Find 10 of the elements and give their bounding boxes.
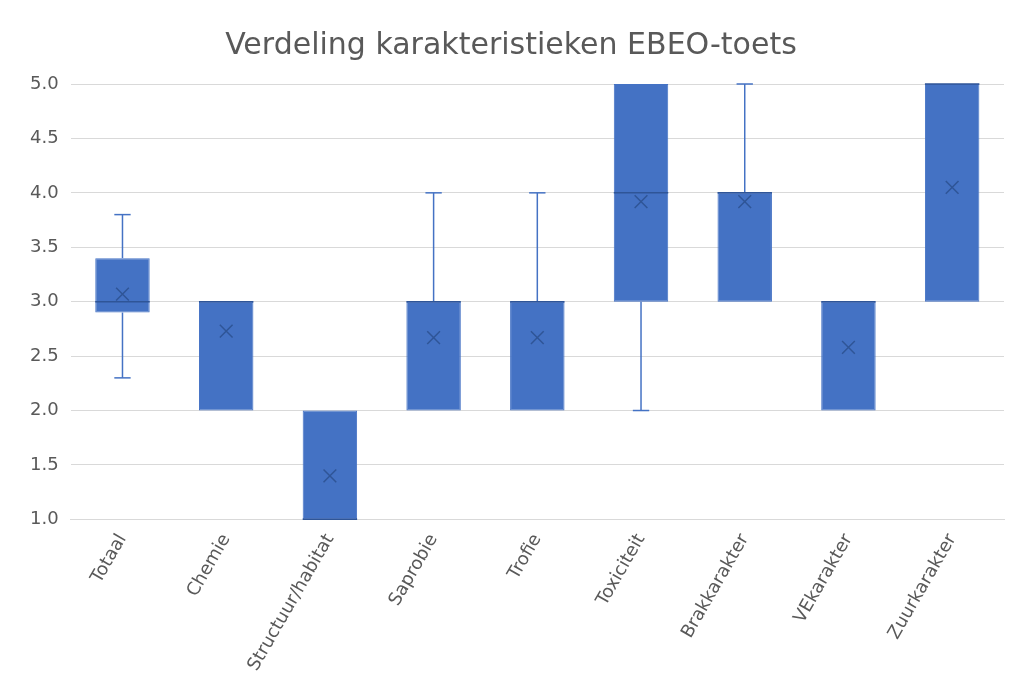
y-tick-label: 4.0: [29, 180, 59, 202]
y-tick-label: 3.0: [29, 289, 59, 311]
chart-title: Verdeling karakteristieken EBEO-toets: [225, 25, 797, 61]
y-tick-label: 1.0: [29, 507, 59, 529]
y-tick-label: 3.5: [29, 234, 59, 256]
y-tick-label: 4.5: [29, 126, 59, 148]
y-tick-label: 1.5: [29, 452, 59, 474]
y-tick-label: 2.0: [29, 398, 59, 420]
y-tick-label: 2.5: [29, 343, 59, 365]
y-tick-label: 5.0: [29, 71, 59, 93]
